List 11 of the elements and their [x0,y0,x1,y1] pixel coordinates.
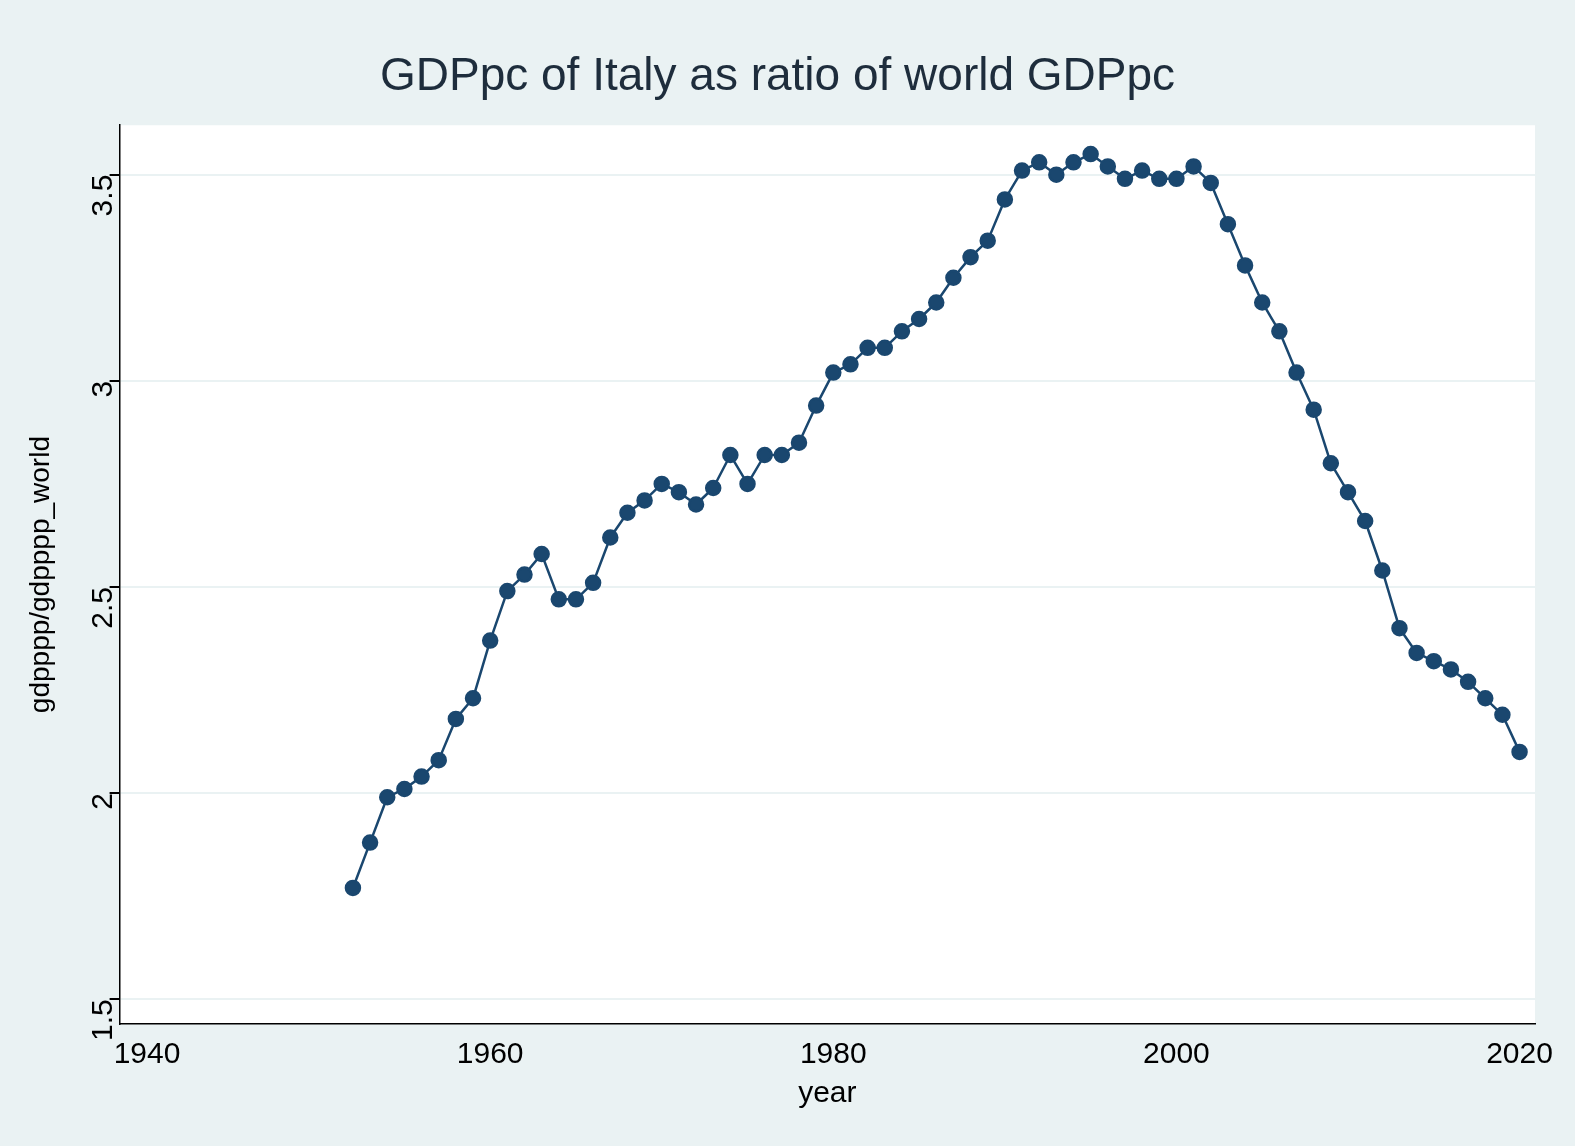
x-axis-title: year [798,1075,857,1109]
x-tick-label: 1980 [799,1036,867,1070]
y-tick-label: 2 [84,793,118,810]
chart-title: GDPpc of Italy as ratio of world GDPpc [379,48,1176,101]
x-tick-label: 2020 [1486,1036,1553,1070]
x-tick-label: 1960 [456,1036,524,1070]
x-tick-label: 2000 [1143,1036,1210,1070]
y-tick-label: 3.5 [84,174,118,217]
y-axis-title: gdpppp/gdpppp_world [23,436,55,714]
y-tick-label: 2.5 [84,586,118,629]
y-tick-label: 3 [84,380,118,398]
